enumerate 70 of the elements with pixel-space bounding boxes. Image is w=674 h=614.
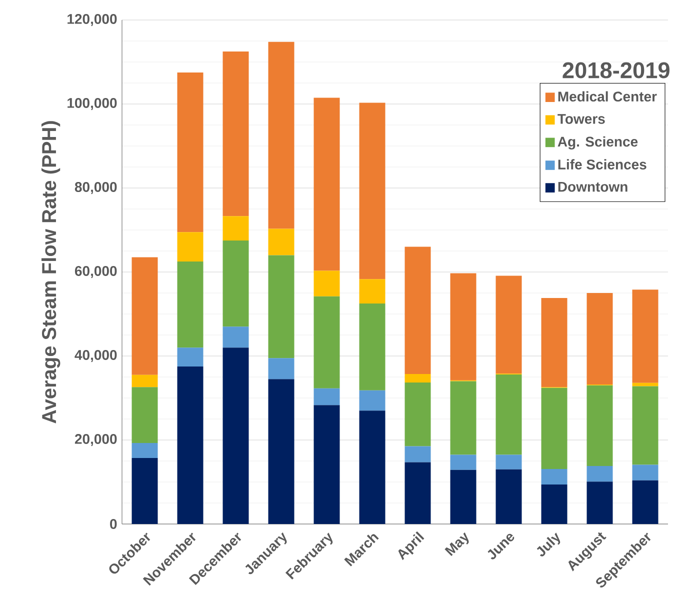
bar xyxy=(132,374,158,388)
bar xyxy=(359,102,386,280)
bar xyxy=(314,405,340,524)
bar xyxy=(132,387,158,443)
bar xyxy=(541,484,568,524)
bar xyxy=(586,482,613,524)
bar xyxy=(404,446,431,462)
bar xyxy=(132,257,158,375)
bar xyxy=(632,386,658,465)
bar xyxy=(359,279,386,304)
bar xyxy=(586,466,613,482)
bar xyxy=(222,216,249,240)
bar xyxy=(632,464,658,480)
bar xyxy=(268,358,294,380)
bar xyxy=(359,410,386,524)
bar xyxy=(314,98,340,271)
y-tick-label: 80,000 xyxy=(74,182,117,194)
y-tick-label: 40,000 xyxy=(74,350,117,362)
bar xyxy=(586,385,613,466)
bar xyxy=(450,470,476,524)
bar xyxy=(177,348,204,366)
bar xyxy=(450,381,476,455)
y-tick-label: 0 xyxy=(110,519,117,529)
bar xyxy=(541,298,568,388)
bar xyxy=(496,469,522,524)
bar xyxy=(404,382,431,446)
y-tick-label: 120,000 xyxy=(68,14,117,26)
bar xyxy=(132,442,158,458)
y-tick-label: 20,000 xyxy=(74,434,117,446)
y-tick-label: 100,000 xyxy=(68,98,117,110)
bar xyxy=(268,228,294,256)
bar xyxy=(177,366,204,524)
bar xyxy=(222,240,249,327)
bar xyxy=(268,255,294,358)
bar xyxy=(632,290,658,383)
y-tick-label: 60,000 xyxy=(74,266,117,278)
legend-title: 2018-2019 xyxy=(562,62,670,78)
bar xyxy=(314,270,340,296)
bar xyxy=(541,468,568,485)
bar xyxy=(496,374,522,455)
bar xyxy=(314,388,340,406)
bar xyxy=(541,388,568,469)
y-axis-title: Average Steam Flow Rate (PPH) xyxy=(41,121,60,424)
bar xyxy=(586,292,613,385)
bar xyxy=(222,348,249,524)
bar xyxy=(177,72,204,232)
bar xyxy=(404,462,431,524)
legend-label: Ag. Science xyxy=(558,136,638,150)
legend-label: Life Sciences xyxy=(558,159,646,170)
bar xyxy=(359,304,386,390)
bar xyxy=(222,326,249,348)
bar xyxy=(496,276,522,374)
bar xyxy=(359,390,386,411)
bar xyxy=(132,458,158,524)
x-tick-label: May xyxy=(444,532,469,556)
bar xyxy=(404,246,431,374)
legend-label: Medical Center xyxy=(558,91,657,102)
bar xyxy=(177,232,204,262)
bar xyxy=(632,480,658,524)
bar xyxy=(450,454,476,470)
bar xyxy=(268,379,294,524)
bar xyxy=(450,273,476,380)
bar xyxy=(404,374,431,382)
bar xyxy=(177,262,204,348)
bar xyxy=(268,42,294,229)
bar xyxy=(222,51,249,216)
legend-label: Downtown xyxy=(558,182,628,192)
bar xyxy=(314,296,340,388)
bar xyxy=(496,454,522,470)
legend-label: Towers xyxy=(558,114,605,124)
